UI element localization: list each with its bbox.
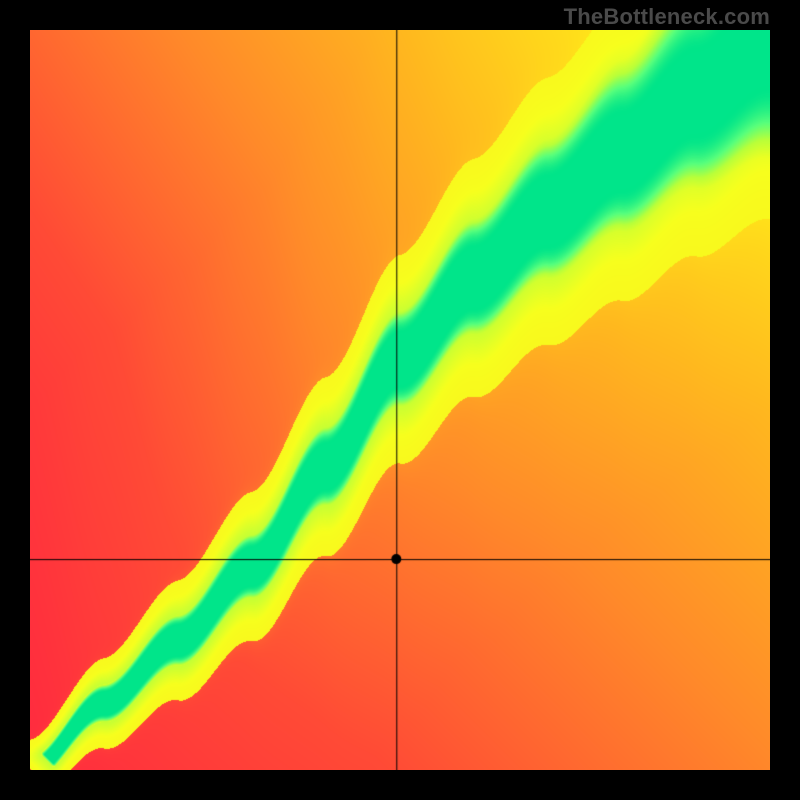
bottleneck-heatmap [30, 30, 770, 770]
chart-container: { "watermark": "TheBottleneck.com", "cha… [0, 0, 800, 800]
watermark-text: TheBottleneck.com [564, 4, 770, 30]
